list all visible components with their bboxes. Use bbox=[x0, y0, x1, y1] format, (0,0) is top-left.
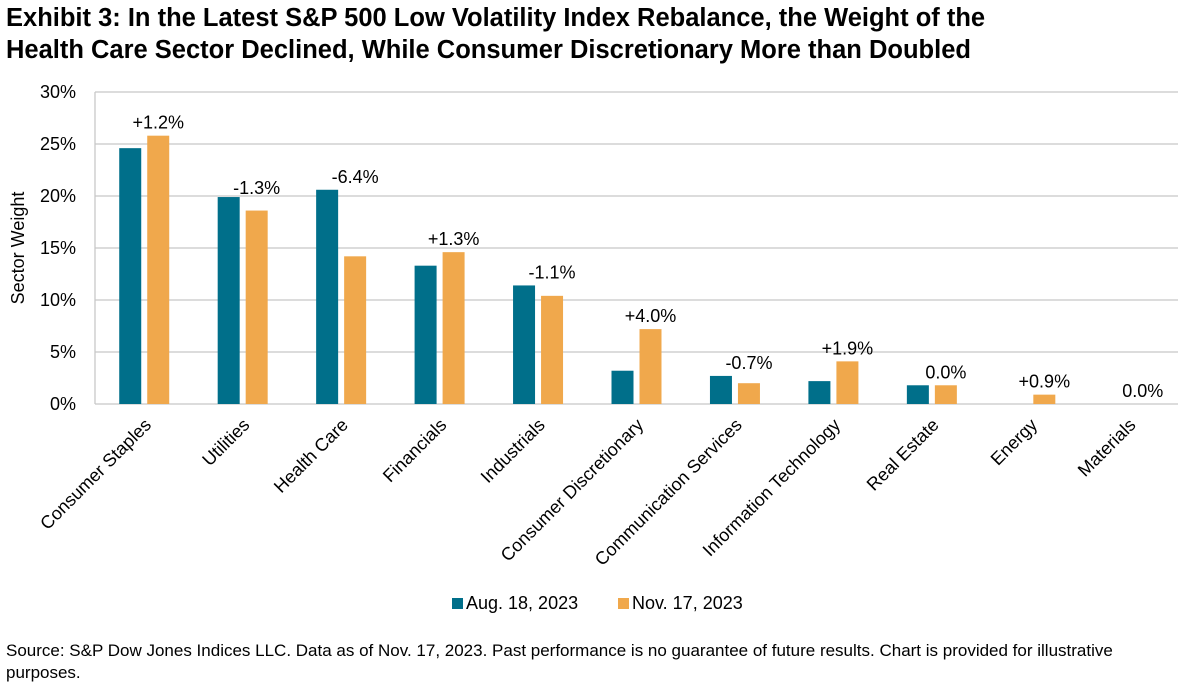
chart-title-line-2: Health Care Sector Declined, While Consu… bbox=[6, 36, 971, 64]
legend-label-aug: Aug. 18, 2023 bbox=[466, 593, 578, 613]
x-tick-label: Financials bbox=[379, 415, 450, 486]
data-label: +4.0% bbox=[625, 306, 677, 326]
chart-title: Exhibit 3: In the Latest S&P 500 Low Vol… bbox=[6, 2, 1186, 66]
legend-swatch-aug bbox=[452, 598, 463, 609]
bar-aug bbox=[906, 385, 929, 404]
chart-title-line-1: Exhibit 3: In the Latest S&P 500 Low Vol… bbox=[6, 4, 986, 32]
bar-aug bbox=[316, 189, 339, 404]
y-tick-label: 15% bbox=[40, 238, 76, 258]
y-tick-label: 20% bbox=[40, 186, 76, 206]
y-tick-label: 30% bbox=[40, 82, 76, 102]
bar-aug bbox=[808, 381, 831, 404]
bar-nov bbox=[344, 256, 367, 404]
y-tick-label: 0% bbox=[50, 394, 76, 414]
bar-aug bbox=[119, 148, 142, 404]
bar-nov bbox=[147, 135, 170, 404]
bar-aug bbox=[513, 285, 536, 404]
source-note: Source: S&P Dow Jones Indices LLC. Data … bbox=[6, 641, 1113, 682]
bar-nov bbox=[639, 329, 662, 404]
x-tick-label: Health Care bbox=[270, 415, 352, 497]
legend-label-nov: Nov. 17, 2023 bbox=[632, 593, 743, 613]
bar-nov bbox=[934, 385, 957, 404]
bar-aug bbox=[217, 197, 240, 404]
bar-aug bbox=[709, 375, 732, 404]
data-label: -1.1% bbox=[529, 262, 576, 282]
y-tick-label: 5% bbox=[50, 342, 76, 362]
data-label: 0.0% bbox=[925, 362, 966, 382]
data-label: +1.9% bbox=[822, 338, 874, 358]
bar-nov bbox=[442, 252, 465, 404]
data-label: -6.4% bbox=[332, 167, 379, 187]
bar-aug bbox=[611, 370, 634, 404]
x-tick-label: Consumer Staples bbox=[36, 415, 155, 534]
data-label: +1.3% bbox=[428, 229, 480, 249]
legend-swatch-nov bbox=[618, 598, 629, 609]
bar-nov bbox=[836, 361, 859, 404]
x-tick-label: Energy bbox=[987, 415, 1041, 469]
y-tick-label: 25% bbox=[40, 134, 76, 154]
bar-nov bbox=[245, 210, 268, 404]
y-tick-label: 10% bbox=[40, 290, 76, 310]
data-label: +1.2% bbox=[132, 113, 184, 133]
data-label: 0.0% bbox=[1122, 381, 1163, 401]
data-label: +0.9% bbox=[1019, 372, 1071, 392]
data-label: -0.7% bbox=[725, 353, 772, 373]
x-tick-label: Utilities bbox=[198, 415, 253, 470]
bar-nov bbox=[541, 295, 564, 404]
x-tick-label: Industrials bbox=[477, 415, 549, 487]
bar-nov bbox=[1033, 394, 1056, 404]
data-label: -1.3% bbox=[233, 178, 280, 198]
x-tick-label: Materials bbox=[1074, 415, 1140, 481]
x-tick-label: Real Estate bbox=[863, 415, 943, 495]
y-axis-label: Sector Weight bbox=[8, 192, 28, 305]
bar-nov bbox=[737, 383, 760, 404]
bar-aug bbox=[414, 265, 437, 404]
